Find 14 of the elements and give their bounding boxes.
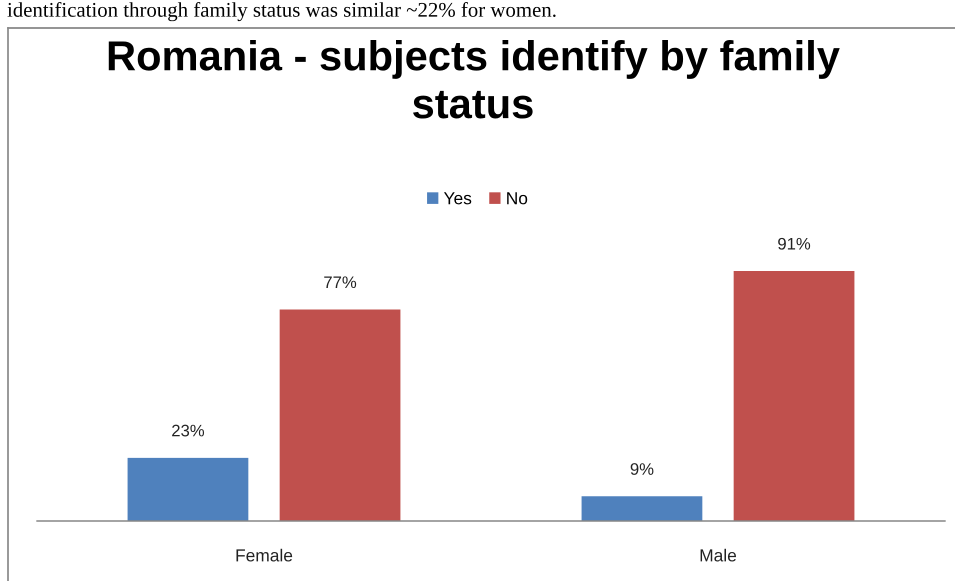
bar [128,458,248,521]
legend-label: No [507,192,528,204]
data-label: 77% [324,276,356,288]
x-tick-label: Male [700,548,736,562]
bar [734,271,854,521]
data-label: 23% [172,424,204,436]
bar [582,496,702,521]
legend-label: Yes [444,192,472,204]
data-label: 91% [778,238,810,250]
data-label: 9% [630,463,654,475]
bar [280,309,400,521]
x-tick-label: Female [236,548,292,562]
chart-title: Romania - subjects identify by family status [108,40,840,119]
text: identification through family status was similar ~22% for women. [7,2,556,22]
